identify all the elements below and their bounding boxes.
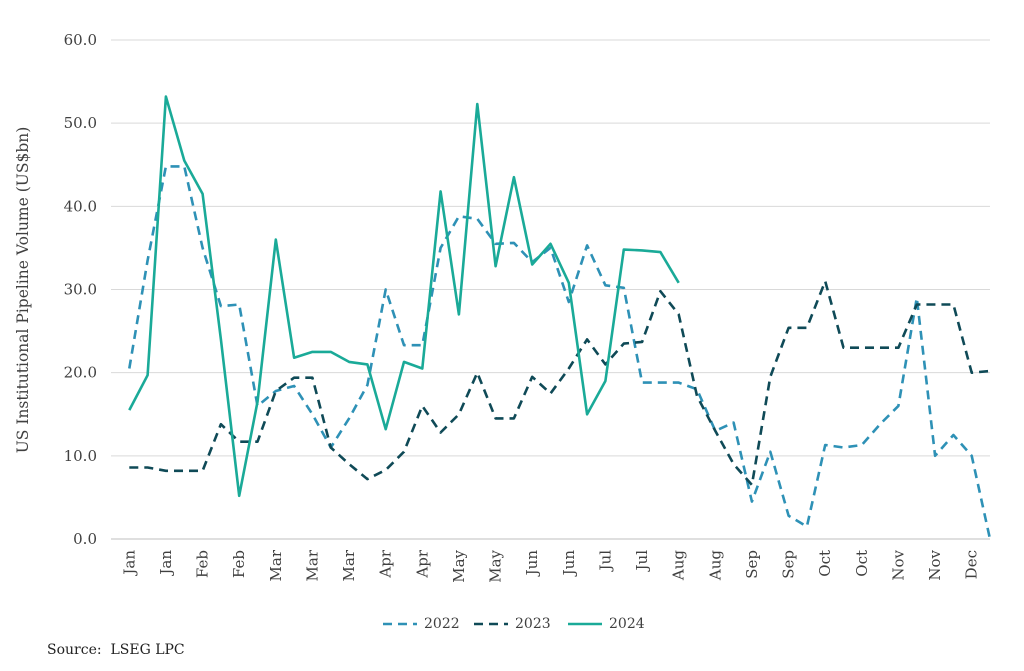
legend-label-2024: 2024 xyxy=(609,616,645,632)
x-tick-label: Sep xyxy=(780,550,798,579)
x-axis-ticks: Jan Jan Feb Feb Mar Mar Mar Apr Apr May May Jun Jun J… xyxy=(120,549,980,583)
x-tick-label: Feb xyxy=(230,550,248,578)
legend: 2022 2023 2024 xyxy=(383,616,645,632)
y-axis-title: US Institutional Pipeline Volume (US$bn) xyxy=(14,127,32,454)
x-tick-label: Jan xyxy=(157,550,175,577)
y-tick-label: 20.0 xyxy=(64,364,97,382)
x-tick-label: Jun xyxy=(523,550,541,578)
y-tick-label: 60.0 xyxy=(64,31,97,49)
x-tick-label: Mar xyxy=(340,549,358,581)
x-tick-label: Apr xyxy=(377,549,395,578)
gridlines xyxy=(111,39,990,540)
legend-label-2023: 2023 xyxy=(515,616,551,632)
x-tick-label: May xyxy=(450,549,468,582)
x-tick-label: Mar xyxy=(303,549,321,581)
x-tick-label: Jan xyxy=(120,550,138,577)
x-tick-label: Nov xyxy=(926,549,944,580)
legend-label-2022: 2022 xyxy=(424,616,460,632)
series-line-2023 xyxy=(129,279,991,487)
x-tick-label: Jun xyxy=(560,550,578,578)
x-tick-label: Sep xyxy=(743,550,761,579)
y-tick-label: 30.0 xyxy=(64,281,97,299)
y-tick-label: 50.0 xyxy=(64,114,97,132)
x-tick-label: Feb xyxy=(194,550,212,578)
x-tick-label: Mar xyxy=(267,549,285,581)
y-tick-label: 40.0 xyxy=(64,197,97,215)
x-tick-label: Jul xyxy=(633,550,651,573)
x-tick-label: May xyxy=(487,549,505,582)
y-tick-label: 10.0 xyxy=(64,447,97,465)
y-tick-label: 0.0 xyxy=(73,530,97,548)
series-line-2022 xyxy=(128,165,992,540)
x-tick-label: Aug xyxy=(670,550,688,581)
x-tick-label: Nov xyxy=(889,549,907,580)
x-tick-label: Oct xyxy=(816,550,834,577)
x-tick-label: Jul xyxy=(596,550,614,573)
y-axis-ticks: 0.0 10.0 20.0 30.0 40.0 50.0 60.0 xyxy=(64,31,97,548)
x-tick-label: Oct xyxy=(853,550,871,577)
x-tick-label: Apr xyxy=(413,549,431,578)
source-note: Source: LSEG LPC xyxy=(47,642,185,658)
x-tick-label: Dec xyxy=(963,550,981,579)
x-tick-label: Aug xyxy=(706,550,724,581)
series-line-2024 xyxy=(128,95,680,498)
series-lines xyxy=(128,95,992,540)
